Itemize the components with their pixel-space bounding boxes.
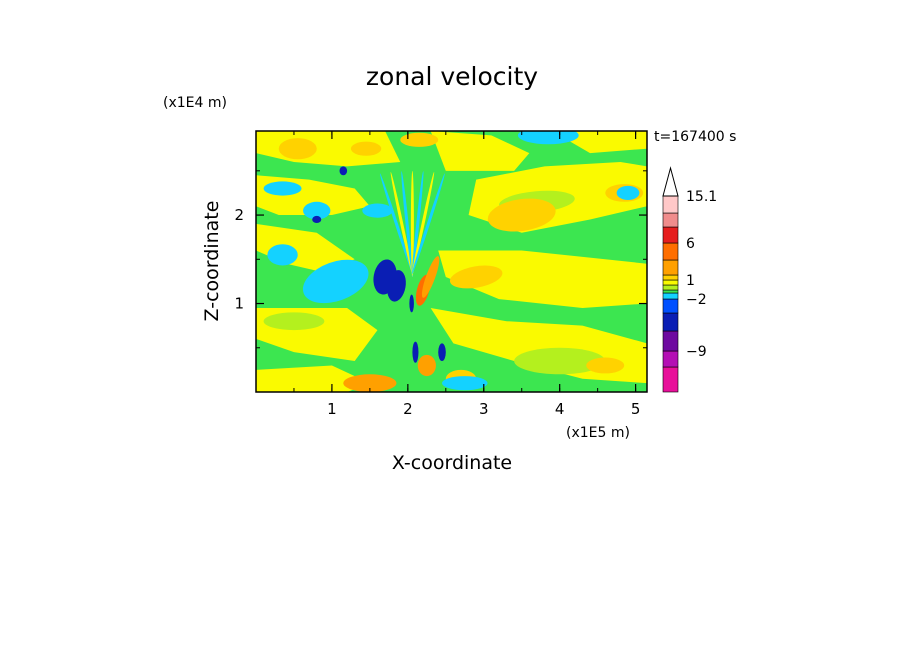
- y-unit-label: (x1E4 m): [163, 95, 227, 111]
- velocity-contour: [438, 343, 446, 362]
- colorbar-segment: [662, 212, 679, 228]
- x-tick-label: 2: [403, 400, 413, 418]
- velocity-contour: [263, 312, 325, 331]
- colorbar-label: 1: [686, 273, 695, 289]
- velocity-contour: [438, 250, 647, 308]
- velocity-field: [256, 131, 647, 392]
- colorbar-segment: [662, 284, 679, 291]
- velocity-contour: [312, 215, 322, 224]
- colorbar-segment: [662, 279, 679, 286]
- velocity-contour: [256, 365, 370, 392]
- velocity-contour: [390, 171, 413, 276]
- velocity-contour: [412, 341, 419, 363]
- colorbar-extend-arrow: [662, 166, 679, 197]
- chart-title: zonal velocity: [366, 62, 538, 91]
- velocity-contour: [400, 132, 439, 147]
- y-axis: 12: [234, 170, 647, 349]
- velocity-contour: [616, 185, 640, 201]
- velocity-contour: [350, 141, 382, 156]
- y-axis-label: Z-coordinate: [201, 201, 223, 322]
- velocity-contour: [343, 374, 397, 392]
- x-tick-label: 3: [479, 400, 489, 418]
- colorbar-segment: [662, 312, 679, 332]
- velocity-contour: [362, 203, 393, 218]
- velocity-contour: [401, 171, 413, 277]
- x-tick-label: 4: [555, 400, 565, 418]
- plot-frame: [255, 130, 648, 393]
- colorbar-label: 15.1: [686, 189, 717, 205]
- colorbar-segment: [662, 259, 679, 276]
- velocity-contour: [387, 270, 406, 302]
- x-axis-label: X-coordinate: [392, 452, 512, 474]
- colorbar-segment: [662, 350, 679, 368]
- x-tick-label: 5: [631, 400, 641, 418]
- velocity-contour: [267, 244, 298, 266]
- colorbar-label: 6: [686, 236, 695, 252]
- velocity-contour: [410, 170, 414, 277]
- colorbar-segment: [662, 226, 679, 244]
- time-label: t=167400 s: [654, 129, 736, 145]
- velocity-contour: [411, 171, 435, 276]
- velocity-contour: [263, 181, 302, 196]
- velocity-contour: [303, 201, 331, 220]
- colorbar-segment: [662, 289, 679, 294]
- colorbar-segment: [662, 274, 679, 281]
- colorbar: 15.1 6 1 −2 −9: [662, 166, 717, 393]
- colorbar-segment: [662, 330, 679, 352]
- velocity-contour: [302, 259, 369, 304]
- colorbar-label: −2: [686, 292, 707, 308]
- velocity-contour: [514, 347, 606, 375]
- velocity-contour: [411, 171, 424, 277]
- x-unit-label: (x1E5 m): [566, 425, 630, 441]
- velocity-contour: [379, 173, 413, 275]
- velocity-contour: [442, 376, 488, 391]
- colorbar-label: −9: [686, 344, 707, 360]
- velocity-contour: [278, 138, 317, 160]
- velocity-contour: [517, 131, 579, 145]
- colorbar-segment: [662, 242, 679, 261]
- velocity-contour: [430, 131, 530, 171]
- velocity-contour: [449, 265, 503, 289]
- colorbar-segment: [662, 366, 679, 393]
- velocity-contour: [409, 294, 414, 313]
- x-axis: 1 2 3 4 5: [293, 131, 641, 418]
- colorbar-segment: [662, 298, 679, 314]
- velocity-contour: [421, 256, 440, 298]
- colorbar-segment: [662, 195, 679, 214]
- colorbar-segment: [662, 292, 679, 300]
- y-tick-label: 2: [234, 206, 244, 224]
- x-tick-label: 1: [327, 400, 337, 418]
- y-tick-label: 1: [234, 295, 244, 313]
- velocity-contour: [339, 166, 348, 176]
- velocity-contour: [586, 357, 625, 374]
- velocity-contour: [487, 198, 556, 232]
- velocity-contour: [417, 354, 436, 377]
- velocity-contour: [411, 173, 445, 275]
